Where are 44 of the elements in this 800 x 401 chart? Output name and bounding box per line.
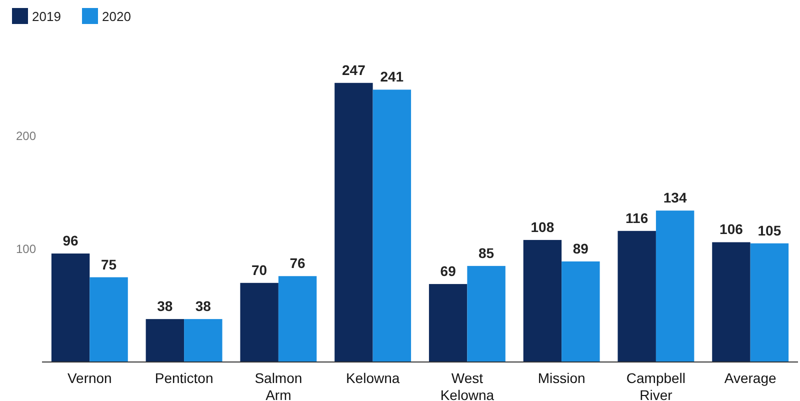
data-label: 108 — [530, 218, 554, 235]
data-label: 85 — [478, 244, 494, 261]
x-tick-label: Vernon — [67, 370, 112, 386]
x-tick-label: Penticton — [154, 370, 214, 386]
data-label: 106 — [720, 221, 744, 238]
bar — [51, 254, 90, 362]
bar — [146, 319, 184, 362]
legend-label: 2020 — [102, 9, 131, 24]
bar — [372, 90, 412, 362]
bar — [750, 243, 789, 362]
bar — [656, 210, 694, 362]
data-label: 75 — [100, 256, 117, 272]
x-tick-label: Average — [724, 370, 776, 386]
bar — [184, 319, 222, 362]
x-tick-label: Kelowna — [346, 370, 400, 386]
bar — [712, 242, 750, 362]
data-label: 116 — [626, 210, 648, 226]
data-label: 247 — [342, 62, 366, 78]
bar — [467, 266, 506, 362]
data-label: 69 — [440, 263, 456, 280]
data-label: 76 — [290, 255, 306, 272]
data-label: 134 — [663, 190, 687, 206]
data-label: 38 — [195, 298, 212, 314]
data-label: 105 — [758, 222, 782, 238]
data-label: 96 — [62, 232, 79, 249]
data-label: 241 — [380, 68, 404, 85]
data-label: 38 — [157, 298, 173, 314]
y-tick-label: 200 — [16, 128, 36, 143]
bar — [523, 240, 562, 362]
x-tick-label: Mission — [538, 370, 586, 386]
bar — [562, 261, 600, 362]
bar — [428, 284, 468, 362]
legend-label: 2019 — [32, 9, 61, 24]
bar — [334, 82, 373, 362]
bar — [618, 230, 656, 362]
x-tick-label: Campbell River — [626, 370, 686, 401]
y-tick-label: 100 — [16, 242, 36, 256]
bar — [240, 282, 278, 362]
bar — [90, 277, 128, 362]
data-label: 70 — [252, 262, 268, 278]
x-tick-label: West Kelowna — [440, 370, 494, 401]
x-tick-label: Salmon Arm — [254, 370, 302, 401]
bar — [278, 276, 317, 362]
data-label: 89 — [572, 240, 589, 256]
